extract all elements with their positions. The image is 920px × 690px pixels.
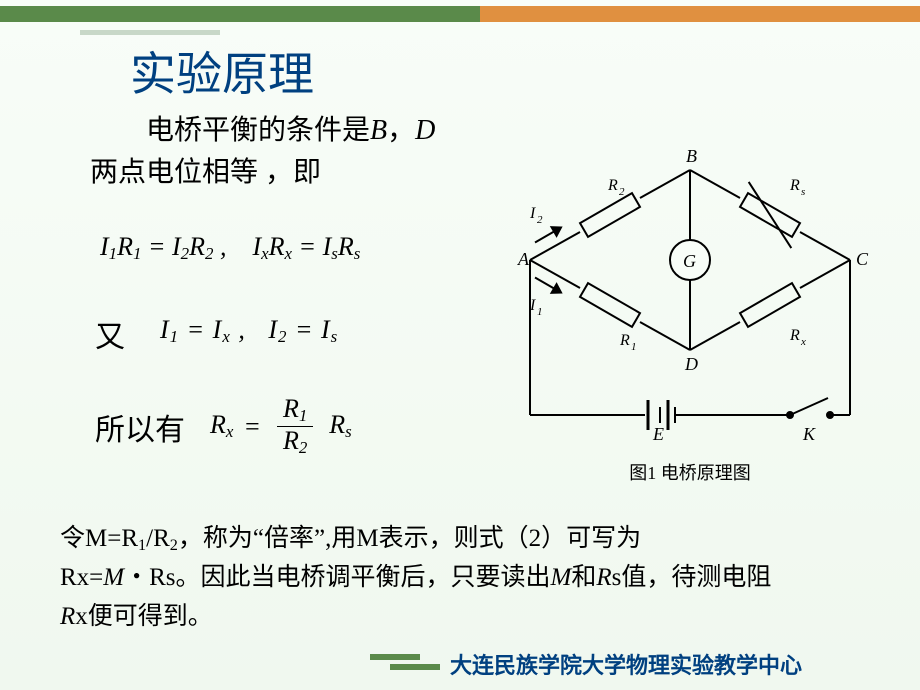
bp-l3b: x便可得到。 — [75, 603, 213, 630]
bar-shadow — [80, 30, 220, 35]
svg-text:1: 1 — [631, 341, 637, 353]
label-also: 又 — [95, 312, 125, 356]
eq3-equals: = — [243, 412, 261, 442]
eq3-num: R1 — [277, 395, 313, 426]
equation-3: Rx = R1 R2 Rs — [210, 395, 352, 458]
bp-l2a: Rx= — [60, 564, 103, 591]
intro-line2: 两点电位相等 ，即 — [90, 157, 321, 188]
bridge-circuit-diagram: A B C D G I2 I1 R2 Rs R1 Rx E K 图1 电桥原理图 — [490, 140, 890, 475]
bp-l2b: ・Rs。因此当电桥调平衡后，只要读出 — [124, 564, 550, 591]
svg-text:D: D — [684, 354, 698, 374]
svg-text:G: G — [683, 251, 696, 271]
equation-2: I1 = Ix , I2 = Is — [160, 315, 338, 347]
eq3-rhs: Rs — [329, 410, 351, 442]
bp-M: M — [103, 564, 124, 591]
eq3-den: R2 — [277, 427, 313, 458]
bp-l1a: 令M=R — [60, 525, 138, 552]
intro-comma: ， — [387, 115, 415, 146]
bp-l3a: R — [60, 603, 75, 630]
svg-text:I: I — [529, 205, 536, 222]
svg-text:C: C — [856, 249, 869, 269]
bp-l1c: ，称为“倍率”,用M表示，则式（2）可写为 — [178, 525, 641, 552]
svg-text:K: K — [802, 424, 816, 444]
svg-text:A: A — [517, 249, 530, 269]
svg-text:R: R — [607, 177, 618, 194]
eq2-content: I1 = Ix , I2 = Is — [160, 315, 338, 344]
bp-l2d: s值，待测电阻 — [612, 564, 772, 591]
svg-text:R: R — [789, 177, 800, 194]
svg-text:1: 1 — [537, 306, 543, 318]
footer-mark-icon — [370, 654, 420, 672]
bp-l2c: 和 — [571, 564, 596, 591]
bar-green — [0, 6, 480, 22]
svg-text:2: 2 — [537, 214, 543, 226]
svg-text:E: E — [652, 424, 664, 444]
eq3-lhs: Rx — [210, 410, 233, 442]
svg-text:R: R — [789, 327, 800, 344]
label-therefore: 所以有 — [95, 405, 185, 449]
svg-text:x: x — [800, 336, 806, 348]
bp-M2: M — [551, 564, 572, 591]
intro-var-D: D — [415, 115, 435, 146]
svg-text:I: I — [529, 297, 536, 314]
bp-l1b: /R — [146, 525, 170, 552]
decorative-top-bars — [0, 0, 920, 30]
bottom-paragraph: 令M=R1/R2，称为“倍率”,用M表示，则式（2）可写为 Rx=M・Rs。因此… — [60, 520, 860, 636]
intro-var-B: B — [370, 115, 387, 146]
equation-1: I1R1 = I2R2 , IxRx = IsRs — [100, 232, 360, 264]
slide-title: 实验原理 — [130, 38, 314, 104]
intro-text: 电桥平衡的条件是B，D 两点电位相等 ，即 — [90, 110, 435, 194]
diagram-caption: 图1 电桥原理图 — [490, 459, 890, 485]
bar-orange — [480, 6, 920, 22]
svg-text:B: B — [686, 146, 697, 166]
svg-text:R: R — [619, 332, 630, 349]
svg-text:2: 2 — [619, 186, 625, 198]
intro-prefix: 电桥平衡的条件是 — [146, 115, 370, 146]
eq3-fraction: R1 R2 — [277, 395, 313, 458]
svg-text:s: s — [801, 186, 805, 198]
bp-R: R — [596, 564, 611, 591]
footer-text: 大连民族学院大学物理实验教学中心 — [450, 648, 802, 680]
eq1-content: I1R1 = I2R2 , IxRx = IsRs — [100, 232, 360, 261]
